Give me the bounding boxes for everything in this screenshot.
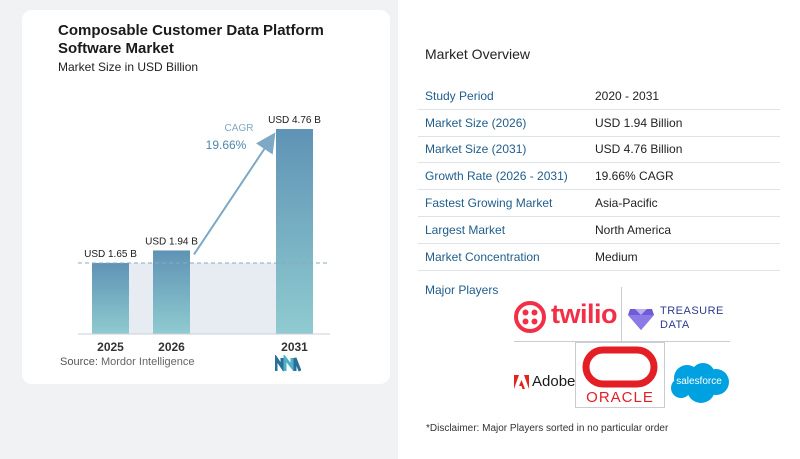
row-key: Market Concentration (425, 249, 540, 264)
row-value: Asia-Pacific (595, 196, 658, 211)
data-label: USD 1.65 B (84, 249, 137, 260)
twilio-logo: twilio (514, 298, 618, 336)
disclaimer: *Disclaimer: Major Players sorted in no … (426, 423, 669, 434)
row-key: Largest Market (425, 222, 506, 237)
data-label: USD 1.94 B (145, 236, 198, 247)
row-value: USD 4.76 Billion (595, 142, 683, 157)
oracle-mark-icon (582, 346, 658, 388)
overview-row: Largest Market North America (418, 217, 780, 244)
row-value: USD 1.94 Billion (595, 115, 683, 130)
category-label: 2025 (97, 340, 124, 354)
treasure-wordmark-top: TREASURE (660, 305, 724, 317)
source-value: Mordor Intelligence (100, 356, 195, 368)
row-key: Market Size (2026) (425, 115, 527, 130)
overview-row: Market Concentration Medium (418, 244, 780, 271)
row-value: Medium (595, 249, 638, 264)
overview-row: Fastest Growing Market Asia-Pacific (418, 190, 780, 217)
bar (92, 262, 129, 334)
row-value: 2020 - 2031 (595, 88, 660, 103)
bar (153, 250, 190, 334)
adobe-mark-icon (514, 375, 529, 389)
overview-row: Study Period 2020 - 2031 (418, 83, 780, 110)
salesforce-cloud-icon (671, 363, 729, 403)
row-value: North America (595, 222, 672, 237)
overview-row: Growth Rate (2026 - 2031) 19.66% CAGR (418, 163, 780, 191)
row-key: Growth Rate (2026 - 2031) (425, 169, 568, 184)
source-label: Source: (60, 356, 98, 368)
row-key: Fastest Growing Market (425, 196, 553, 211)
oracle-logo: ORACLE (575, 342, 665, 408)
adobe-wordmark: Adobe (532, 373, 576, 390)
salesforce-logo: salesforce (667, 361, 731, 405)
treasure-wordmark-bottom: DATA (660, 319, 690, 331)
overview-table: Study Period 2020 - 2031 Market Size (202… (418, 83, 780, 271)
mordor-intelligence-logo-icon (275, 355, 301, 372)
major-players-title: Major Players (425, 283, 499, 297)
bar-chart: USD 1.65 B USD 1.94 B USD 4.76 B 2025 2026 20… (78, 115, 330, 354)
cagr-value: 19.66% (206, 138, 247, 152)
category-label: 2026 (158, 340, 185, 354)
twilio-wordmark: twilio (551, 299, 618, 329)
overview-row: Market Size (2026) USD 1.94 Billion (418, 110, 780, 137)
overview-title: Market Overview (425, 46, 531, 62)
data-label: USD 4.76 B (268, 115, 321, 126)
cagr-arrow (193, 132, 276, 256)
treasure-data-logo: TREASURE DATA (627, 302, 737, 336)
row-value: 19.66% CAGR (595, 169, 674, 184)
category-label: 2031 (281, 340, 308, 354)
diamond-icon (628, 309, 654, 330)
chart-subtitle: Market Size in USD Billion (58, 60, 199, 74)
cagr-label: CAGR (225, 123, 254, 134)
salesforce-wordmark: salesforce (676, 376, 722, 387)
players-divider (514, 341, 730, 342)
twilio-mark-icon (514, 301, 546, 333)
row-key: Study Period (425, 88, 494, 103)
oracle-wordmark: ORACLE (586, 389, 654, 406)
adobe-logo: Adobe (514, 372, 576, 394)
chart-title: Composable Customer Data Platform Softwa… (58, 22, 324, 57)
overview-row: Market Size (2031) USD 4.76 Billion (418, 137, 780, 164)
source-line: Source: Mordor Intelligence (60, 356, 195, 368)
row-key: Market Size (2031) (425, 142, 527, 157)
bar (276, 129, 313, 334)
